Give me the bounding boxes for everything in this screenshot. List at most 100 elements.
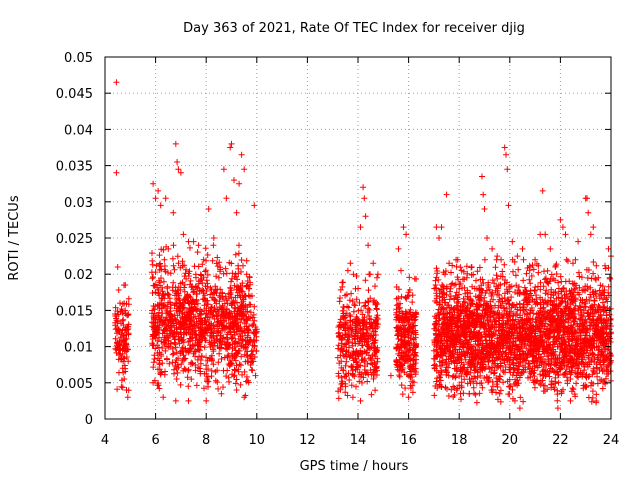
data-point bbox=[365, 299, 372, 305]
data-point bbox=[213, 300, 220, 307]
data-point bbox=[169, 317, 176, 324]
data-point bbox=[606, 274, 613, 281]
data-point bbox=[219, 289, 225, 296]
data-point bbox=[170, 242, 177, 249]
data-point bbox=[120, 322, 127, 328]
data-point bbox=[160, 278, 167, 285]
data-point bbox=[349, 342, 356, 349]
data-point bbox=[192, 367, 199, 374]
data-point bbox=[158, 338, 165, 345]
data-point bbox=[368, 391, 375, 398]
data-point bbox=[177, 381, 184, 388]
data-point bbox=[398, 336, 405, 343]
data-point bbox=[193, 284, 200, 291]
data-point bbox=[241, 351, 248, 358]
data-point bbox=[214, 319, 221, 326]
data-point bbox=[569, 385, 576, 392]
data-point bbox=[481, 206, 488, 212]
data-point bbox=[374, 301, 381, 307]
data-point bbox=[336, 298, 343, 305]
data-point bbox=[552, 277, 558, 284]
data-point bbox=[199, 296, 206, 303]
data-point bbox=[370, 375, 377, 382]
data-point bbox=[235, 250, 242, 257]
data-point bbox=[173, 349, 180, 356]
data-point bbox=[181, 296, 188, 303]
data-point bbox=[124, 394, 131, 401]
data-point bbox=[175, 336, 182, 343]
data-point bbox=[171, 366, 178, 373]
data-point bbox=[358, 371, 365, 378]
data-point bbox=[235, 262, 242, 269]
data-point bbox=[228, 278, 234, 285]
data-point bbox=[185, 383, 192, 390]
data-point bbox=[509, 386, 516, 393]
data-point bbox=[467, 380, 474, 387]
data-point bbox=[149, 333, 156, 340]
data-point bbox=[531, 384, 538, 391]
data-point bbox=[445, 393, 452, 399]
data-point bbox=[196, 365, 203, 372]
data-point bbox=[158, 305, 165, 312]
data-point bbox=[184, 374, 191, 381]
data-point bbox=[366, 313, 373, 319]
data-point bbox=[122, 336, 129, 343]
data-point bbox=[361, 303, 368, 310]
data-point bbox=[364, 369, 371, 376]
data-point bbox=[149, 250, 155, 257]
data-point bbox=[204, 314, 211, 321]
data-point bbox=[228, 140, 235, 147]
data-point bbox=[170, 209, 177, 216]
data-point bbox=[114, 386, 121, 393]
data-point bbox=[445, 302, 452, 308]
data-point bbox=[179, 279, 186, 286]
data-point bbox=[207, 285, 214, 291]
data-point bbox=[121, 300, 128, 307]
data-point bbox=[505, 297, 512, 304]
data-point bbox=[160, 302, 167, 309]
data-point bbox=[159, 360, 166, 367]
data-point bbox=[212, 377, 219, 384]
data-point bbox=[169, 287, 176, 294]
data-point bbox=[374, 271, 381, 278]
data-point bbox=[468, 264, 475, 270]
data-point bbox=[348, 382, 355, 389]
data-point bbox=[174, 253, 181, 260]
data-point bbox=[361, 195, 368, 202]
data-point bbox=[195, 346, 202, 353]
data-point bbox=[234, 340, 241, 347]
data-point bbox=[357, 347, 364, 354]
data-point bbox=[359, 379, 365, 386]
data-point bbox=[240, 313, 247, 320]
data-point bbox=[554, 397, 561, 404]
data-point bbox=[590, 259, 597, 265]
data-point bbox=[191, 263, 198, 270]
data-point bbox=[249, 322, 256, 329]
data-point bbox=[193, 274, 199, 281]
data-point bbox=[473, 277, 479, 284]
data-point bbox=[172, 344, 179, 351]
data-point bbox=[154, 350, 161, 356]
data-point bbox=[413, 353, 419, 359]
data-point bbox=[123, 354, 130, 360]
data-point bbox=[166, 330, 173, 337]
data-point bbox=[188, 376, 195, 383]
data-point bbox=[366, 271, 373, 278]
data-point bbox=[402, 308, 409, 315]
data-point bbox=[216, 298, 223, 305]
data-point bbox=[216, 350, 223, 357]
data-point bbox=[444, 339, 451, 345]
data-point bbox=[237, 319, 244, 326]
data-point bbox=[167, 270, 174, 277]
chart-title: Day 363 of 2021, Rate Of TEC Index for r… bbox=[183, 21, 525, 36]
data-point bbox=[472, 391, 479, 398]
data-point bbox=[348, 364, 355, 370]
data-point bbox=[213, 260, 220, 267]
data-point bbox=[350, 271, 357, 278]
data-point bbox=[164, 317, 171, 324]
data-point bbox=[115, 287, 122, 293]
data-point bbox=[480, 191, 487, 198]
data-point bbox=[436, 374, 443, 381]
data-point bbox=[373, 372, 380, 378]
data-point bbox=[118, 355, 125, 361]
